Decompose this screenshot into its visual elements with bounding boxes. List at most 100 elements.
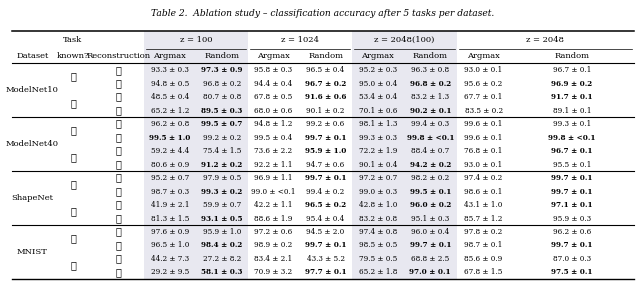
Text: ✗: ✗ <box>115 254 122 263</box>
Text: 96.8 ± 0.2: 96.8 ± 0.2 <box>410 80 451 88</box>
Text: Argmax: Argmax <box>154 52 186 60</box>
Text: 48.5 ± 0.4: 48.5 ± 0.4 <box>150 93 189 101</box>
Text: 99.0 ± 0.3: 99.0 ± 0.3 <box>359 188 397 195</box>
Text: 97.2 ± 0.7: 97.2 ± 0.7 <box>359 174 397 182</box>
Text: 99.2 ± 0.2: 99.2 ± 0.2 <box>203 134 241 142</box>
Text: 42.8 ± 1.0: 42.8 ± 1.0 <box>359 201 397 209</box>
Text: 67.7 ± 0.1: 67.7 ± 0.1 <box>465 93 503 101</box>
Text: 99.5 ± 1.0: 99.5 ± 1.0 <box>149 134 191 142</box>
Text: 99.4 ± 0.3: 99.4 ± 0.3 <box>412 120 449 128</box>
Text: 97.4 ± 0.8: 97.4 ± 0.8 <box>359 228 397 236</box>
Text: 83.2 ± 0.8: 83.2 ± 0.8 <box>359 215 397 222</box>
Text: Random: Random <box>413 52 448 60</box>
Text: ✗: ✗ <box>70 99 76 108</box>
Text: 94.5 ± 2.0: 94.5 ± 2.0 <box>307 228 345 236</box>
Text: 88.6 ± 1.9: 88.6 ± 1.9 <box>254 215 292 222</box>
Text: Argmax: Argmax <box>257 52 290 60</box>
Text: 94.8 ± 1.2: 94.8 ± 1.2 <box>254 120 292 128</box>
Text: 95.0 ± 0.4: 95.0 ± 0.4 <box>359 80 397 88</box>
Text: 99.5 ± 0.7: 99.5 ± 0.7 <box>201 120 243 128</box>
Text: 98.1 ± 1.3: 98.1 ± 1.3 <box>359 120 397 128</box>
Text: MNIST: MNIST <box>17 248 48 256</box>
Text: 97.0 ± 0.1: 97.0 ± 0.1 <box>410 268 451 276</box>
Text: 72.2 ± 1.9: 72.2 ± 1.9 <box>359 147 397 155</box>
Text: 85.7 ± 1.2: 85.7 ± 1.2 <box>465 215 503 222</box>
Text: 91.2 ± 0.2: 91.2 ± 0.2 <box>201 160 243 169</box>
Text: ✓: ✓ <box>115 187 122 196</box>
Text: 99.8 ± <0.1: 99.8 ± <0.1 <box>406 134 454 142</box>
Text: 81.3 ± 1.5: 81.3 ± 1.5 <box>150 215 189 222</box>
Text: 99.3 ± 0.1: 99.3 ± 0.1 <box>553 120 591 128</box>
Text: ✓: ✓ <box>115 106 122 115</box>
Text: 80.7 ± 0.8: 80.7 ± 0.8 <box>203 93 241 101</box>
Text: 97.2 ± 0.6: 97.2 ± 0.6 <box>255 228 292 236</box>
Text: 99.7 ± 0.1: 99.7 ± 0.1 <box>551 174 593 182</box>
Text: ✓: ✓ <box>115 133 122 142</box>
Text: Table 2.  Ablation study – classification accuracy after 5 tasks per dataset.: Table 2. Ablation study – classification… <box>151 9 494 18</box>
Text: z = 100: z = 100 <box>180 36 212 44</box>
Text: 94.7 ± 0.6: 94.7 ± 0.6 <box>307 160 345 169</box>
Text: 99.5 ± 0.4: 99.5 ± 0.4 <box>255 134 292 142</box>
Text: 95.9 ± 0.3: 95.9 ± 0.3 <box>553 215 591 222</box>
Text: 96.7 ± 0.2: 96.7 ± 0.2 <box>305 80 346 88</box>
Text: 99.2 ± 0.6: 99.2 ± 0.6 <box>307 120 345 128</box>
Text: 68.0 ± 0.6: 68.0 ± 0.6 <box>255 107 292 115</box>
Text: 99.3 ± 0.3: 99.3 ± 0.3 <box>359 134 397 142</box>
Text: 94.8 ± 0.5: 94.8 ± 0.5 <box>150 80 189 88</box>
Text: 41.9 ± 2.1: 41.9 ± 2.1 <box>150 201 189 209</box>
Text: 96.9 ± 0.2: 96.9 ± 0.2 <box>552 80 593 88</box>
Text: ✓: ✓ <box>115 214 122 223</box>
Text: 96.2 ± 0.8: 96.2 ± 0.8 <box>150 120 189 128</box>
Text: 99.7 ± 0.1: 99.7 ± 0.1 <box>305 241 346 250</box>
Text: 98.7 ± 0.3: 98.7 ± 0.3 <box>150 188 189 195</box>
Text: 96.9 ± 1.1: 96.9 ± 1.1 <box>254 174 292 182</box>
Text: 80.6 ± 0.9: 80.6 ± 0.9 <box>150 160 189 169</box>
Text: 97.6 ± 0.9: 97.6 ± 0.9 <box>150 228 189 236</box>
Text: 53.4 ± 0.4: 53.4 ± 0.4 <box>359 93 397 101</box>
Text: 92.2 ± 1.1: 92.2 ± 1.1 <box>254 160 292 169</box>
Text: ModelNet10: ModelNet10 <box>6 86 59 94</box>
Text: z = 1024: z = 1024 <box>281 36 319 44</box>
Text: ✓: ✓ <box>70 234 76 243</box>
Text: 95.8 ± 0.3: 95.8 ± 0.3 <box>255 66 292 74</box>
Text: 87.0 ± 0.3: 87.0 ± 0.3 <box>553 255 591 263</box>
Text: 73.6 ± 2.2: 73.6 ± 2.2 <box>255 147 292 155</box>
Text: Argmax: Argmax <box>362 52 394 60</box>
Text: z = 2048(100): z = 2048(100) <box>374 36 435 44</box>
Text: ✗: ✗ <box>115 173 122 182</box>
Text: Random: Random <box>204 52 239 60</box>
Text: 93.0 ± 0.1: 93.0 ± 0.1 <box>465 160 502 169</box>
Text: ✓: ✓ <box>70 126 76 135</box>
Text: 90.1 ± 0.4: 90.1 ± 0.4 <box>359 160 397 169</box>
Text: Random: Random <box>308 52 343 60</box>
Text: ✓: ✓ <box>70 72 76 81</box>
Text: 43.3 ± 5.2: 43.3 ± 5.2 <box>307 255 344 263</box>
Text: 90.2 ± 0.1: 90.2 ± 0.1 <box>410 107 451 115</box>
Text: 98.4 ± 0.2: 98.4 ± 0.2 <box>201 241 243 250</box>
Text: 59.2 ± 4.4: 59.2 ± 4.4 <box>150 147 189 155</box>
Bar <box>352 31 456 279</box>
Text: 94.4 ± 0.4: 94.4 ± 0.4 <box>255 80 292 88</box>
Text: Task: Task <box>63 36 83 44</box>
Text: 98.6 ± 0.1: 98.6 ± 0.1 <box>465 188 503 195</box>
Text: 98.2 ± 0.2: 98.2 ± 0.2 <box>411 174 449 182</box>
Text: 97.7 ± 0.1: 97.7 ± 0.1 <box>305 268 346 276</box>
Text: Reconstruction: Reconstruction <box>86 52 150 60</box>
Text: 65.2 ± 1.2: 65.2 ± 1.2 <box>150 107 189 115</box>
Text: ✓: ✓ <box>115 241 122 250</box>
Text: 96.0 ± 0.2: 96.0 ± 0.2 <box>410 201 451 209</box>
Text: 58.1 ± 0.3: 58.1 ± 0.3 <box>201 268 243 276</box>
Text: 95.6 ± 0.2: 95.6 ± 0.2 <box>465 80 502 88</box>
Text: 97.8 ± 0.2: 97.8 ± 0.2 <box>465 228 502 236</box>
Text: 96.8 ± 0.2: 96.8 ± 0.2 <box>203 80 241 88</box>
Text: 29.2 ± 9.5: 29.2 ± 9.5 <box>150 268 189 276</box>
Text: ✓: ✓ <box>115 268 122 277</box>
Text: 95.1 ± 0.3: 95.1 ± 0.3 <box>411 215 449 222</box>
Text: 42.2 ± 1.1: 42.2 ± 1.1 <box>254 201 292 209</box>
Text: 76.8 ± 0.1: 76.8 ± 0.1 <box>465 147 503 155</box>
Text: ✗: ✗ <box>115 93 122 102</box>
Text: 67.8 ± 0.5: 67.8 ± 0.5 <box>255 93 292 101</box>
Text: 95.9 ± 1.0: 95.9 ± 1.0 <box>203 228 241 236</box>
Text: 99.0 ± <0.1: 99.0 ± <0.1 <box>252 188 296 195</box>
Text: 97.4 ± 0.2: 97.4 ± 0.2 <box>465 174 502 182</box>
